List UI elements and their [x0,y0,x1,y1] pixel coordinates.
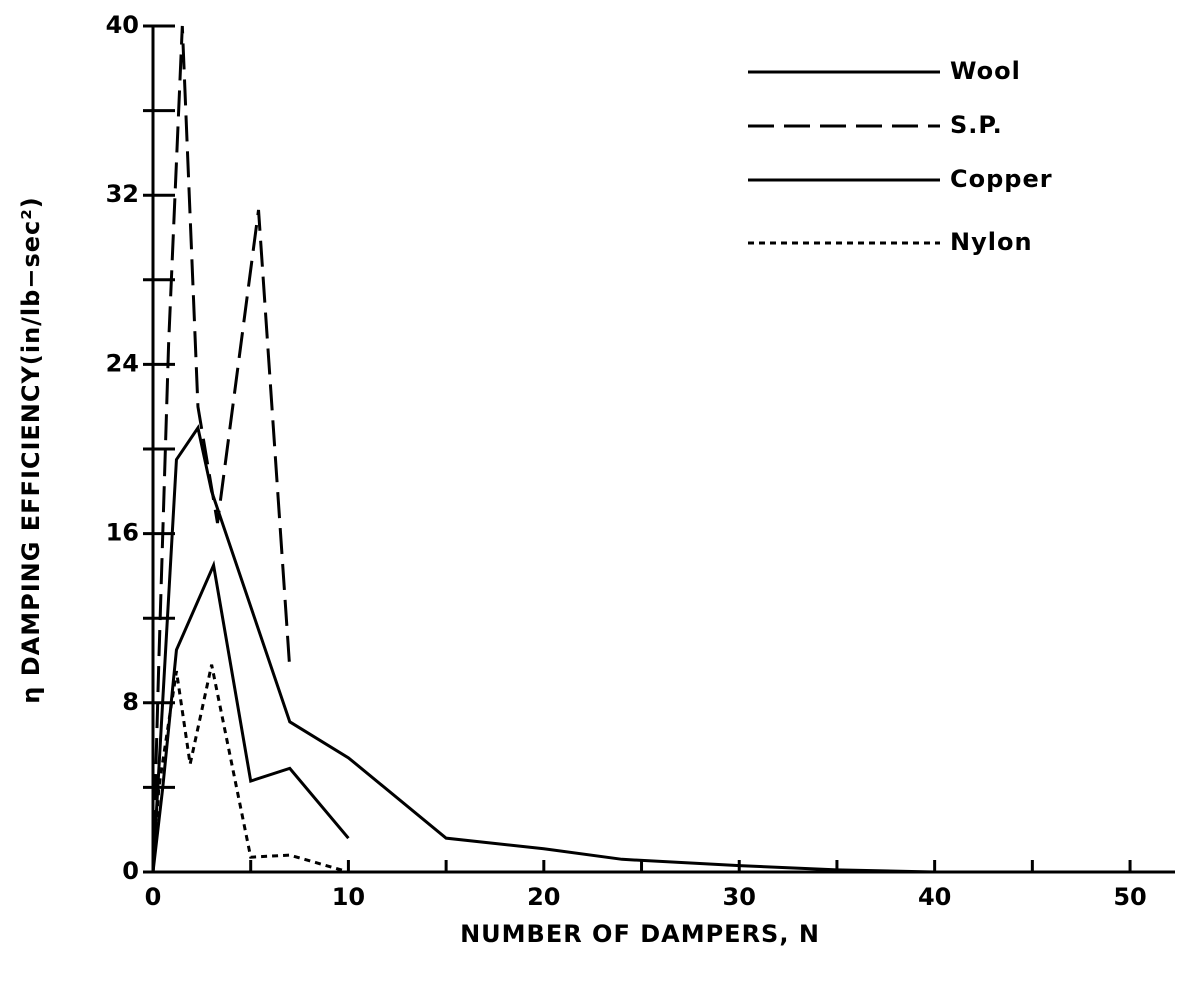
series-line [151,25,292,873]
x-tick-label: 20 [527,883,560,911]
x-tick-label: 0 [145,883,162,911]
legend-text: S.P. [950,111,1003,139]
x-tick-label: 30 [723,883,756,911]
series-line [151,560,350,873]
y-tick-label: 24 [106,349,139,377]
y-tick-label: 0 [122,857,139,885]
x-tick-label: 40 [918,883,951,911]
legend-text: Nylon [950,228,1033,256]
legend-text: Wool [950,57,1021,85]
y-tick-label: 16 [106,519,139,547]
legend-text: Copper [950,165,1053,193]
series-line [151,424,935,874]
y-tick-label: 8 [122,688,139,716]
series-line [151,664,349,874]
x-tick-label: 50 [1113,883,1146,911]
x-axis-label: NUMBER OF DAMPERS, N [460,920,820,948]
y-axis-label: η DAMPING EFFICIENCY(in/lb−sec²) [17,196,45,703]
y-tick-label: 32 [106,180,139,208]
y-tick-label: 40 [106,11,139,39]
x-tick-label: 10 [332,883,365,911]
